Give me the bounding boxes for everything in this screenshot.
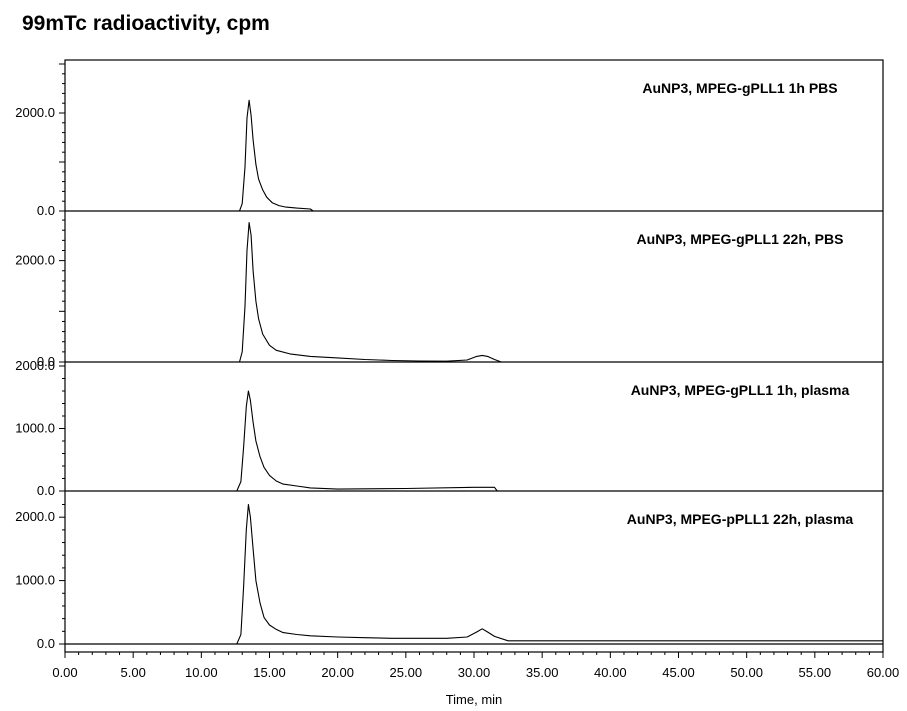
y-tick-label: 1000.0 <box>15 421 55 436</box>
series-line-3 <box>65 390 883 492</box>
y-tick-label: 2000.0 <box>15 509 55 524</box>
panel-label-3: AuNP3, MPEG-gPLL1 1h, plasma <box>631 382 850 398</box>
panel-4: 0.0 1000.0 2000.0 AuNP3, MPEG-pPLL1 22h, pl… <box>15 503 883 651</box>
y-tick-label: 2000.0 <box>15 358 55 373</box>
x-tick-label: 5.00 <box>121 665 146 680</box>
series-line-4 <box>65 503 883 645</box>
x-tick-label: 15.00 <box>253 665 286 680</box>
plot-frame <box>64 59 884 653</box>
x-tick-label: 35.00 <box>526 665 559 680</box>
y-tick-label: 0.0 <box>37 483 55 498</box>
series-line-1 <box>65 99 883 212</box>
x-tick-label: 20.00 <box>321 665 354 680</box>
x-tick-label: 60.00 <box>867 665 900 680</box>
panel-3: 0.0 1000.0 2000.0 AuNP3, MPEG-gPLL1 1h, pla… <box>15 358 883 498</box>
x-tick-label: 50.00 <box>730 665 763 680</box>
panel-label-1: AuNP3, MPEG-gPLL1 1h PBS <box>642 80 837 96</box>
x-tick-label: 10.00 <box>185 665 218 680</box>
panel-label-4: AuNP3, MPEG-pPLL1 22h, plasma <box>627 511 854 527</box>
y-tick-label: 0.0 <box>37 203 55 218</box>
x-tick-label: 25.00 <box>390 665 423 680</box>
x-axis-title: Time, min <box>446 692 503 707</box>
x-tick-label: 40.00 <box>594 665 627 680</box>
x-tick-label: 55.00 <box>799 665 832 680</box>
x-tick-label: 0.00 <box>52 665 77 680</box>
panel-label-2: AuNP3, MPEG-gPLL1 22h, PBS <box>637 231 844 247</box>
chart-title: 99mTc radioactivity, cpm <box>22 12 270 35</box>
y-tick-label: 0.0 <box>37 636 55 651</box>
y-tick-label: 2000.0 <box>15 105 55 120</box>
x-axis: 0.00 5.00 10.00 15.00 20.00 25.00 30.00 35.00 40… <box>52 652 899 680</box>
y-tick-label: 1000.0 <box>15 573 55 588</box>
y-tick-label: 0.0 <box>37 354 55 369</box>
panel-1: 0.0 2000.0 AuNP3, MPEG-gPLL1 1h PBS <box>15 63 883 218</box>
panel-2: 0.0 2000.0 AuNP3, MPEG-gPLL1 22h, PBS <box>15 219 883 369</box>
series-line-2 <box>65 222 883 363</box>
x-tick-label: 30.00 <box>458 665 491 680</box>
y-tick-label: 2000.0 <box>15 253 55 268</box>
x-tick-label: 45.00 <box>662 665 695 680</box>
